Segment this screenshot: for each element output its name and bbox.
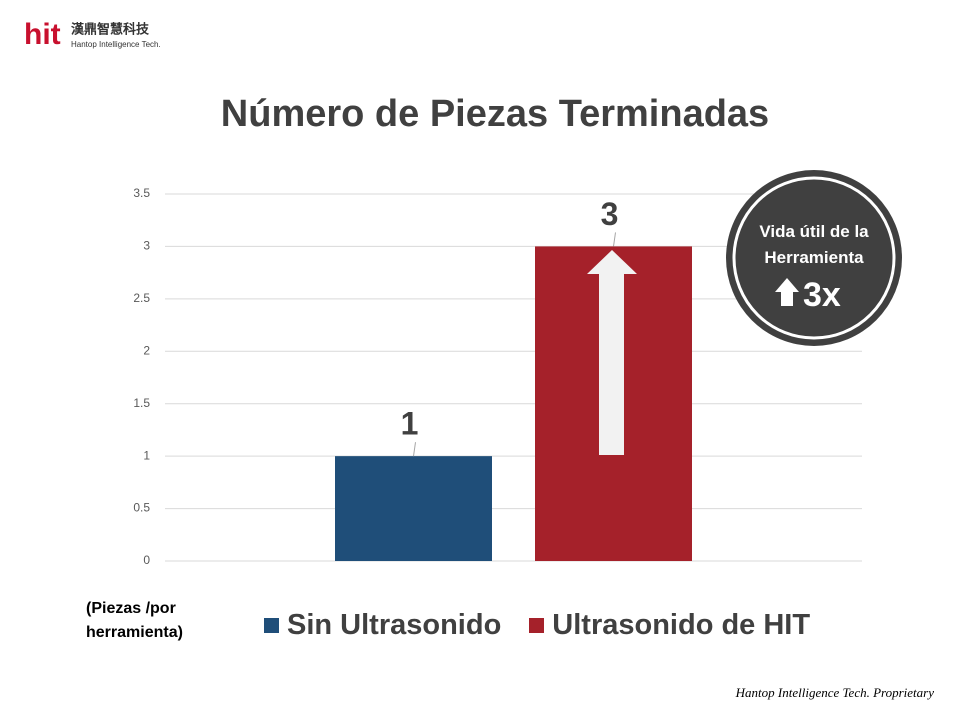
y-tick-label: 2.5 — [133, 291, 150, 305]
legend: Sin Ultrasonido Ultrasonido de HIT — [264, 609, 810, 642]
badge-arrow — [775, 278, 799, 306]
data-label: 1 — [401, 406, 419, 442]
legend-item: Ultrasonido de HIT — [529, 609, 810, 642]
y-tick-label: 1 — [143, 448, 150, 462]
y-tick-label: 2 — [143, 343, 150, 357]
legend-label: Ultrasonido de HIT — [552, 609, 811, 641]
legend-swatch — [264, 618, 279, 633]
y-tick-label: 3 — [143, 239, 150, 253]
legend-item: Sin Ultrasonido — [264, 609, 501, 642]
data-label: 3 — [601, 196, 619, 232]
badge-value: 3x — [803, 276, 841, 314]
logo-name: 漢鼎智慧科技 — [71, 21, 150, 36]
logo-subtitle: Hantop Intelligence Tech. — [71, 40, 161, 49]
label-leader — [613, 232, 616, 247]
legend-label: Sin Ultrasonido — [287, 609, 502, 641]
logo-mark: hit — [24, 18, 61, 51]
y-tick-label: 3.5 — [133, 186, 150, 200]
y-tick-label: 1.5 — [133, 396, 150, 410]
bar — [335, 456, 492, 561]
label-leader — [413, 442, 416, 457]
badge-text: Vida útil de la Herramienta — [759, 222, 869, 267]
y-tick-label: 0.5 — [133, 501, 150, 515]
plot-area: 0 0.5 1 1.5 2 2.5 3 3.5 1 3 — [133, 186, 862, 567]
legend-swatch — [529, 618, 545, 633]
badge: 3x — [726, 170, 902, 346]
increase-arrow — [587, 250, 637, 455]
chart-title: Número de Piezas Terminadas — [221, 93, 769, 135]
y-axis-label: (Piezas /por herramienta) — [86, 600, 183, 641]
badge-ring — [732, 176, 896, 340]
y-tick-label: 0 — [143, 553, 150, 567]
footer: Hantop Intelligence Tech. Proprietary — [735, 685, 934, 700]
